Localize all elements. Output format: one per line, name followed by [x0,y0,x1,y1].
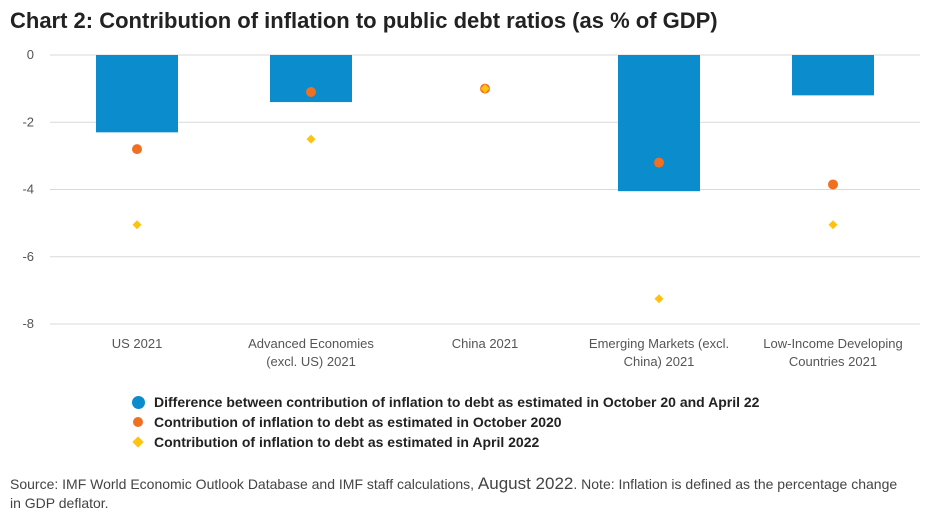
chart-plot: 0 -2 -4 -6 -8 US 2021 Advanced Economies (excl.… [22,47,920,369]
category-label-3-0: Emerging Markets (excl. [589,336,729,351]
legend: Difference between contribution of infla… [128,392,759,452]
y-tick-label-3: -6 [22,249,34,264]
y-tick-label-4: -8 [22,316,34,331]
category-label-1-1: (excl. US) 2021 [266,354,356,369]
legend-label-april-2022: Contribution of inflation to debt as est… [154,434,540,450]
y-tick-label-0: 0 [27,47,34,62]
legend-diamond-swatch [128,432,148,452]
category-label-4-1: Countries 2021 [789,354,877,369]
y-tick-label-1: -2 [22,114,34,129]
point-april-2022-0 [132,220,142,230]
source-note: Source: IMF World Economic Outlook Datab… [10,474,910,513]
point-april-2022-2 [480,84,490,94]
legend-bar-swatch [128,392,148,412]
source-text-1: Source: IMF World Economic Outlook Datab… [10,476,478,492]
y-tick-label-2: -4 [22,182,34,197]
point-october-2020-4 [828,179,838,190]
bar-0 [96,55,178,133]
category-label-4-0: Low-Income Developing [763,336,902,351]
point-october-2020-1 [306,86,316,97]
point-april-2022-4 [828,220,838,230]
point-april-2022-3 [654,294,664,304]
category-label-1-0: Advanced Economies [248,336,374,351]
legend-label-october-2020: Contribution of inflation to debt as est… [154,414,562,430]
source-text-2: . Note: Inflation is defined as the perc… [10,476,898,511]
bar-4 [792,55,874,96]
legend-item-october-2020: Contribution of inflation to debt as est… [128,412,759,432]
category-label-0-0: US 2021 [112,336,163,351]
category-label-2-0: China 2021 [452,336,519,351]
legend-circle-swatch [128,412,148,432]
point-october-2020-3 [654,157,664,168]
legend-item-difference: Difference between contribution of infla… [128,392,759,412]
source-date: August 2022 [477,474,574,493]
point-april-2022-1 [306,134,316,144]
category-label-3-1: China) 2021 [624,354,695,369]
legend-label-difference: Difference between contribution of infla… [154,394,760,410]
chart-title: Chart 2: Contribution of inflation to pu… [10,8,718,33]
legend-item-april-2022: Contribution of inflation to debt as est… [128,432,759,452]
bar-3 [618,55,700,192]
point-october-2020-0 [132,144,142,155]
